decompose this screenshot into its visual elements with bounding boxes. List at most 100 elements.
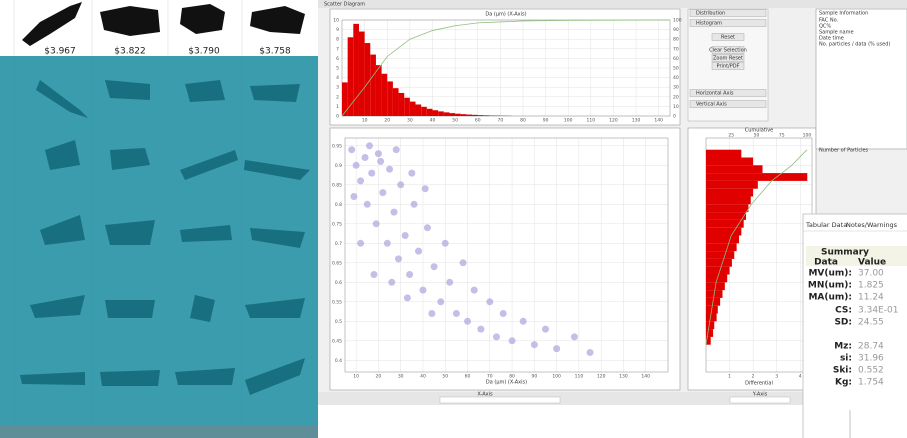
y-tick-label: 0.95 [332, 143, 342, 149]
histogram-bar [409, 101, 416, 116]
top-axis-label: Cumulative [745, 128, 774, 134]
y-tick-label: 0.55 [332, 299, 342, 305]
x-tick-label: 30 [407, 118, 413, 124]
histogram-bar [706, 204, 749, 213]
x-tick-label: 140 [654, 118, 663, 124]
button[interactable] [689, 89, 767, 97]
button[interactable] [689, 100, 767, 108]
histogram-bar [460, 114, 467, 116]
scatter-point [406, 271, 414, 278]
y-tick-label: 0.7 [335, 241, 342, 247]
scatter-point [361, 154, 369, 161]
histogram-bar [455, 113, 461, 116]
histogram-bar [392, 88, 399, 116]
x-tick-label: 2 [752, 374, 755, 380]
histogram-bar [706, 227, 742, 236]
thumbnail-label: $3.758 [259, 47, 291, 57]
scatter-point [357, 239, 365, 247]
summary-label: si: [840, 354, 852, 364]
histogram-bar [706, 196, 751, 205]
summary-header-bg [806, 246, 907, 266]
y-tick-label: 3 [336, 85, 339, 91]
histogram-bar [347, 37, 354, 116]
histogram-bar [466, 114, 473, 116]
scatter-point [374, 150, 382, 158]
y2-tick-label: 70 [673, 46, 679, 52]
scatter-point [437, 298, 445, 306]
histogram-bar [438, 111, 444, 116]
y2-tick-label: 50 [673, 66, 679, 72]
scatter-point [441, 239, 449, 247]
x-tick-label: 110 [587, 118, 596, 124]
summary-label: Mz: [834, 342, 852, 352]
button[interactable] [711, 33, 745, 41]
histogram-bar [370, 54, 376, 116]
y-axis-dropdown[interactable] [729, 396, 791, 404]
x-tick-label: 10 [362, 118, 368, 124]
x-tick-label: 130 [619, 374, 628, 380]
scatter-point [388, 278, 396, 286]
histogram-bar [706, 235, 739, 244]
x-axis-dropdown[interactable] [439, 396, 561, 404]
button[interactable] [711, 46, 745, 54]
button-label: Print/PDF [717, 64, 740, 70]
scatter-point [372, 220, 380, 228]
summary-label: CS: [835, 306, 852, 316]
sample-info-panel [815, 8, 907, 150]
scatter-point [499, 310, 507, 317]
histogram-bar [706, 258, 732, 267]
x-tick-label: 60 [465, 374, 471, 380]
scatter-point [452, 310, 460, 317]
button[interactable] [711, 54, 745, 62]
histogram-bar [449, 113, 456, 116]
button[interactable] [689, 9, 767, 17]
sample-info-row: Date time [819, 36, 844, 42]
x-tick-label: 10 [353, 374, 359, 380]
histogram-bar [706, 173, 808, 181]
x2-tick-label: 100 [803, 133, 812, 139]
tab[interactable]: Notes/Warnings [846, 221, 898, 229]
histogram-bar [706, 149, 742, 158]
button-label: Distribution [696, 11, 725, 17]
tab[interactable]: Tabular Data [805, 221, 847, 229]
summary-value: 0.552 [858, 366, 884, 376]
histogram-bar [387, 81, 393, 116]
scatter-point [383, 239, 391, 247]
summary-value: 3.34E-01 [858, 306, 898, 316]
thumbnail-label: $3.790 [188, 47, 220, 57]
y-tick-label: 4 [336, 75, 339, 81]
summary-title: Summary [821, 248, 869, 258]
x-tick-label: 110 [575, 374, 584, 380]
y2-tick-label: 30 [673, 85, 679, 91]
scatter-point [508, 337, 516, 345]
sample-info-row: Sample name [819, 30, 854, 36]
y-tick-label: 2 [336, 94, 339, 100]
scatter-point [370, 271, 378, 278]
histogram-bar [706, 212, 747, 220]
sample-info-row: FAC No. [819, 18, 839, 24]
y-tick-label: 9 [336, 27, 339, 33]
histogram-bar [342, 82, 348, 116]
x-tick-label: 70 [487, 374, 493, 380]
x-tick-label: 30 [398, 374, 404, 380]
scatter-point [477, 325, 485, 333]
y-tick-label: 0.5 [335, 319, 342, 325]
y-tick-label: 6 [336, 56, 339, 62]
x-tick-label: 120 [597, 374, 606, 380]
histogram-bar [358, 31, 365, 116]
y-tick-label: 5 [336, 66, 339, 72]
histogram-bar [706, 180, 758, 189]
y-tick-label: 0.9 [335, 163, 342, 169]
x-tick-label: 100 [552, 374, 561, 380]
y-tick-label: 0.4 [335, 358, 342, 364]
histogram-bar [706, 251, 735, 259]
button-label: Clear Selection [709, 48, 747, 54]
x2-tick-label: 50 [754, 133, 760, 139]
x-tick-label: 130 [632, 118, 641, 124]
summary-value: 11.24 [858, 293, 884, 303]
button[interactable] [711, 62, 745, 70]
button[interactable] [689, 19, 767, 27]
histogram-bar [706, 313, 717, 322]
scatter-point [470, 286, 478, 294]
x-tick-label: 90 [531, 374, 537, 380]
